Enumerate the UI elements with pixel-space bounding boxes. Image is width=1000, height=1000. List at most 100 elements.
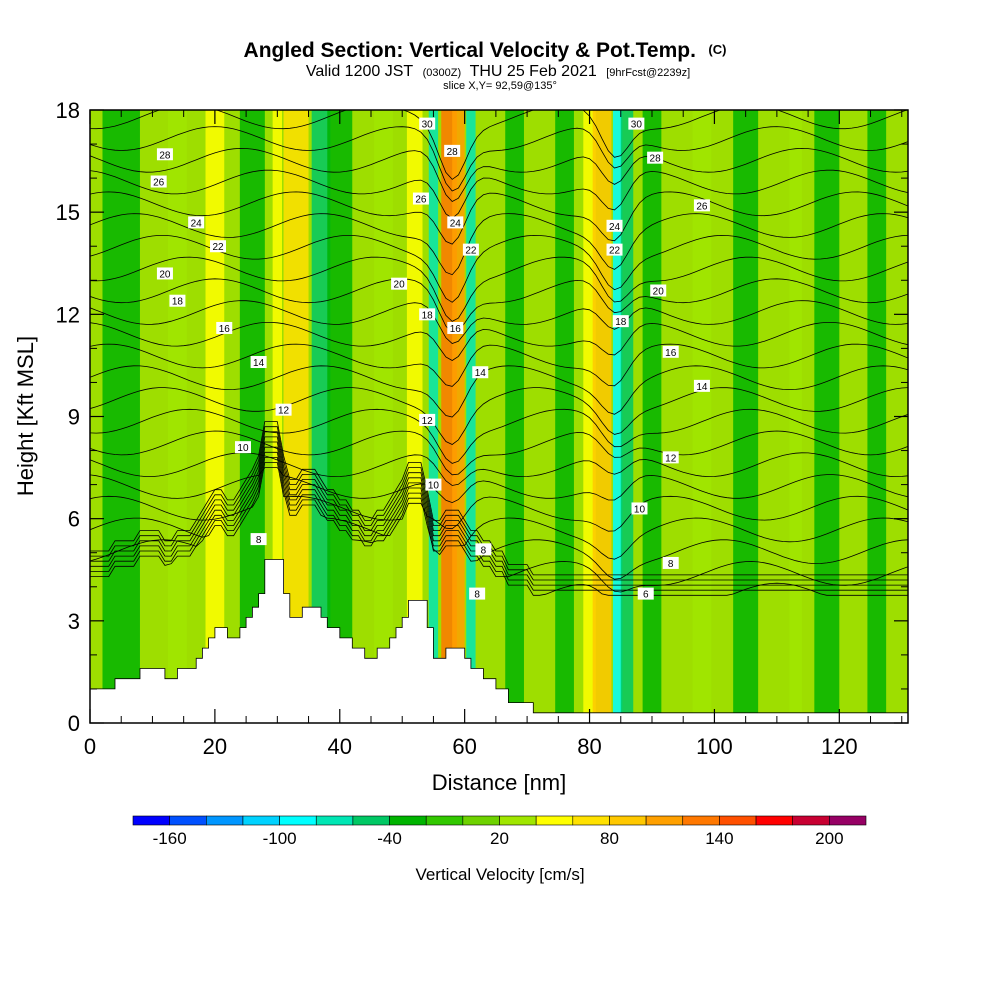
velocity-band-25 [867,110,887,723]
isentrope-29 [90,126,908,192]
svg-text:30: 30 [422,120,434,131]
velocity-band-15 [555,110,574,723]
contour-label-30: 18 [612,315,629,328]
x-tick-label: 60 [452,734,476,759]
velocity-band-21 [692,110,712,723]
isentrope-lines [90,110,908,596]
velocity-band-13 [466,110,476,723]
x-axis-title: Distance [nm] [432,770,567,795]
y-tick-label: 15 [56,200,80,225]
contour-label-31: 16 [662,345,679,359]
svg-text:18: 18 [615,317,627,328]
colorbar-swatch [719,815,757,826]
contour-label-17: 18 [419,308,436,321]
contour-label-7: 14 [250,356,267,369]
chart-title: Angled Section: Vertical Velocity & Pot.… [244,39,727,62]
isentrope-16 [90,408,908,464]
svg-text:22: 22 [609,246,621,257]
contour-label-5: 18 [169,294,186,308]
colorbar-swatch [206,815,244,826]
colorbar-tick-label: 80 [600,829,619,848]
contour-label-13: 26 [412,192,429,206]
contour-label-25: 28 [647,151,664,165]
svg-text:14: 14 [475,368,487,379]
contour-label-11: 30 [419,117,436,131]
contour-label-23: 8 [469,587,486,601]
velocity-band-1 [168,110,187,723]
svg-text:18: 18 [172,297,184,308]
isentrope-25 [90,213,908,276]
isentrope-21 [90,300,908,344]
colorbar-swatch [169,815,207,826]
svg-text:10: 10 [237,443,249,454]
isentrope-24 [90,234,908,303]
isentrope-7 [90,436,908,591]
contour-label-0: 28 [156,148,173,161]
svg-text:20: 20 [159,269,171,280]
velocity-band-20 [642,110,662,723]
colorbar-tick-label: 140 [705,829,733,848]
colorbar-swatch [609,815,647,826]
contour-label-14: 24 [447,216,464,229]
velocity-band-19 [620,110,634,723]
contour-label-18: 16 [447,321,464,335]
svg-text:8: 8 [474,590,480,601]
isentrope-11 [90,457,908,560]
svg-text:22: 22 [212,242,224,253]
contour-label-28: 22 [606,243,623,257]
contour-label-10: 8 [250,533,267,546]
isentrope-9 [90,446,908,593]
svg-text:24: 24 [191,218,203,229]
velocity-band-12 [452,110,465,723]
colorbar-tick-label: 20 [490,829,509,848]
valid-date: THU 25 Feb 2021 [470,63,597,80]
contour-label-36: 6 [637,587,654,601]
colorbar-swatch [352,815,390,826]
y-tick-label: 18 [56,98,80,123]
colorbar-swatch [535,815,574,826]
contour-labels: 28 26 24 22 20 18 16 14 12 10 8 30 28 26 24 22 20 18 16 14 1… [150,117,710,601]
contour-label-15: 22 [462,243,479,257]
x-tick-label: 100 [696,734,733,759]
svg-text:16: 16 [665,348,677,359]
svg-text:24: 24 [609,222,621,233]
y-axis: 0 3 6 9 12 15 18 [56,98,908,736]
velocity-band-9 [406,110,423,723]
colorbar-swatch [425,815,464,826]
contour-label-12: 28 [444,144,461,158]
isentrope-22 [90,278,908,334]
contour-label-8: 12 [275,403,292,417]
isentrope-19 [90,343,908,387]
colorbar-swatch [499,815,537,826]
contour-label-1: 26 [150,175,167,189]
contour-label-32: 14 [693,379,710,393]
svg-text:8: 8 [668,559,674,570]
svg-text:14: 14 [253,358,265,369]
colorbar-swatch [242,815,280,826]
isentrope-8 [90,441,908,596]
colorbar-swatch [389,815,427,826]
contour-label-26: 26 [693,199,710,212]
isentrope-15 [90,430,908,476]
contour-label-3: 22 [210,240,227,253]
chart-title-unit: (C) [708,42,726,57]
svg-text:28: 28 [159,150,171,161]
colorbar-tick-label: -40 [377,829,402,848]
svg-text:26: 26 [696,201,708,212]
isentrope-5 [90,426,908,581]
svg-text:24: 24 [450,218,462,229]
isentrope-4 [90,421,908,576]
colorbar-swatch [279,815,317,826]
contour-label-34: 10 [631,502,648,515]
colorbar-swatch [462,815,500,826]
x-axis: 0 20 40 60 80 100 120 [84,110,903,759]
terrain-profile [90,559,908,723]
isentrope-6 [90,431,908,586]
contour-label-27: 24 [606,219,623,233]
svg-text:16: 16 [450,324,462,335]
chart-title-text: Angled Section: Vertical Velocity & Pot.… [244,39,696,62]
contour-label-4: 20 [156,267,173,280]
contour-label-33: 12 [662,451,679,464]
velocity-band-0 [102,110,140,723]
